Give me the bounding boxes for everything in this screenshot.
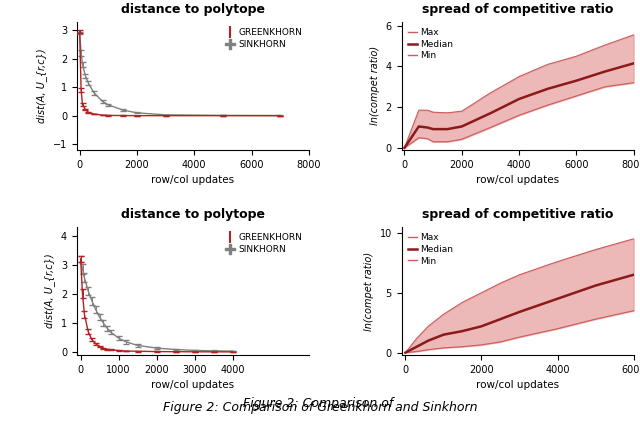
Text: Figure 2: Comparison of: Figure 2: Comparison of [243, 397, 397, 410]
Legend: Max, Median, Min: Max, Median, Min [406, 231, 456, 267]
Legend: GREENKHORN, SINKHORN: GREENKHORN, SINKHORN [224, 26, 304, 51]
X-axis label: row/col updates: row/col updates [151, 380, 234, 390]
X-axis label: row/col updates: row/col updates [151, 175, 234, 185]
Y-axis label: ln(compet ratio): ln(compet ratio) [370, 46, 380, 125]
X-axis label: row/col updates: row/col updates [476, 175, 559, 185]
Y-axis label: ln(compet ratio): ln(compet ratio) [364, 252, 374, 330]
X-axis label: row/col updates: row/col updates [476, 380, 559, 390]
Legend: Max, Median, Min: Max, Median, Min [406, 26, 456, 62]
Title: distance to polytope: distance to polytope [121, 3, 265, 16]
Y-axis label: dist(A, U_{r,c}): dist(A, U_{r,c}) [44, 254, 55, 328]
Title: distance to polytope: distance to polytope [121, 209, 265, 222]
Text: Figure 2: Comparison of Greenkhorn and Sinkhorn: Figure 2: Comparison of Greenkhorn and S… [163, 401, 477, 414]
Title: spread of competitive ratio: spread of competitive ratio [422, 3, 613, 16]
Legend: GREENKHORN, SINKHORN: GREENKHORN, SINKHORN [224, 231, 304, 255]
Y-axis label: dist(A, U_{r,c}): dist(A, U_{r,c}) [36, 48, 47, 123]
Title: spread of competitive ratio: spread of competitive ratio [422, 209, 613, 222]
